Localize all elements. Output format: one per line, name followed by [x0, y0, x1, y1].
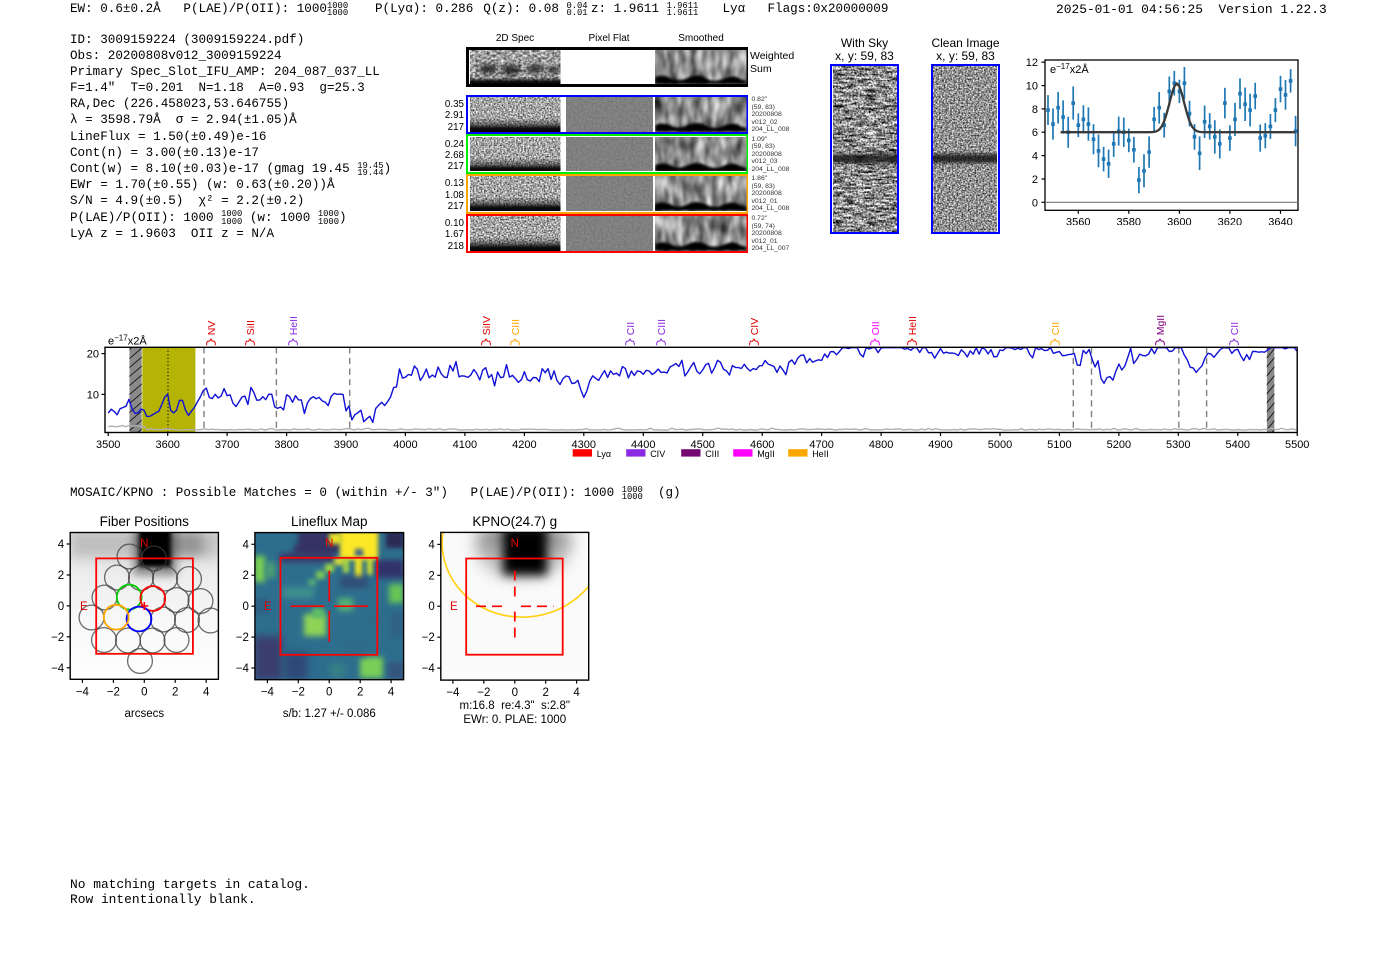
svg-text:−2: −2: [422, 632, 435, 644]
svg-text:CIII: CIII: [705, 449, 719, 459]
svg-text:−2: −2: [236, 632, 249, 644]
svg-text:KPNO(24.7) g: KPNO(24.7) g: [472, 514, 557, 529]
svg-text:4: 4: [573, 687, 580, 699]
svg-text:N: N: [511, 538, 519, 550]
svg-text:0: 0: [512, 687, 518, 699]
svg-text:N: N: [140, 538, 148, 550]
svg-text:0: 0: [58, 601, 64, 613]
svg-text:4: 4: [242, 539, 249, 551]
svg-text:6: 6: [1032, 127, 1038, 139]
svg-text:Lineflux Map: Lineflux Map: [291, 514, 368, 529]
svg-text:2: 2: [428, 570, 434, 582]
svg-text:2: 2: [242, 570, 248, 582]
svg-text:CII: CII: [1050, 322, 1062, 335]
svg-text:5400: 5400: [1226, 439, 1250, 451]
svg-text:5100: 5100: [1047, 439, 1071, 451]
svg-text:NV: NV: [206, 321, 218, 336]
svg-text:−4: −4: [261, 687, 275, 699]
svg-text:2: 2: [58, 570, 64, 582]
svg-text:E: E: [264, 601, 272, 613]
svg-text:3800: 3800: [274, 439, 298, 451]
svg-text:3700: 3700: [215, 439, 239, 451]
svg-text:CII: CII: [625, 322, 637, 335]
svg-text:10: 10: [1026, 81, 1038, 93]
svg-text:s/b: 1.27 +/- 0.086: s/b: 1.27 +/- 0.086: [283, 708, 376, 720]
svg-text:4400: 4400: [631, 439, 655, 451]
svg-text:4800: 4800: [869, 439, 893, 451]
svg-text:−4: −4: [51, 663, 65, 675]
svg-text:4: 4: [203, 686, 210, 698]
svg-text:3600: 3600: [1167, 216, 1191, 225]
svg-text:4000: 4000: [393, 439, 417, 451]
svg-text:e−17x2Å: e−17x2Å: [1050, 62, 1089, 76]
svg-text:OII: OII: [870, 321, 882, 335]
svg-text:0: 0: [141, 686, 147, 698]
svg-text:3560: 3560: [1066, 216, 1090, 225]
svg-text:m:16.8 re:4.3" s:2.8": m:16.8 re:4.3" s:2.8": [460, 700, 570, 712]
svg-text:0: 0: [242, 601, 248, 613]
svg-text:arcsecs: arcsecs: [124, 708, 164, 720]
svg-text:4100: 4100: [453, 439, 477, 451]
svg-text:5500: 5500: [1285, 439, 1309, 451]
svg-text:MgII: MgII: [757, 449, 775, 459]
svg-text:4: 4: [388, 687, 395, 699]
svg-text:EWr: 0. PLAE: 1000: EWr: 0. PLAE: 1000: [463, 714, 566, 726]
svg-text:N: N: [325, 538, 333, 550]
svg-text:HeII: HeII: [907, 316, 919, 335]
svg-text:E: E: [80, 601, 88, 613]
svg-text:SiII: SiII: [245, 320, 257, 335]
svg-text:3640: 3640: [1268, 216, 1292, 225]
svg-text:5000: 5000: [988, 439, 1012, 451]
svg-text:4: 4: [428, 539, 435, 551]
svg-text:e−17x2Å: e−17x2Å: [108, 333, 147, 347]
svg-text:SiIV: SiIV: [481, 316, 493, 335]
svg-text:4900: 4900: [928, 439, 952, 451]
svg-text:4600: 4600: [750, 439, 774, 451]
svg-text:3620: 3620: [1218, 216, 1242, 225]
svg-text:HeII: HeII: [288, 316, 300, 335]
svg-text:4300: 4300: [572, 439, 596, 451]
svg-text:0: 0: [428, 601, 434, 613]
svg-text:3900: 3900: [334, 439, 358, 451]
svg-text:0: 0: [1032, 197, 1038, 209]
svg-text:−4: −4: [422, 663, 436, 675]
svg-text:CII: CII: [1229, 322, 1241, 335]
svg-text:−4: −4: [446, 687, 460, 699]
svg-text:2: 2: [357, 687, 363, 699]
svg-text:−4: −4: [236, 663, 250, 675]
svg-text:CIV: CIV: [749, 318, 761, 336]
svg-text:10: 10: [87, 389, 99, 401]
svg-text:HeII: HeII: [812, 449, 829, 459]
svg-text:2: 2: [1032, 174, 1038, 186]
svg-text:E: E: [450, 601, 458, 613]
svg-text:−2: −2: [107, 686, 120, 698]
svg-text:3600: 3600: [155, 439, 179, 451]
svg-text:MgII: MgII: [1155, 315, 1167, 335]
svg-text:−2: −2: [51, 632, 64, 644]
svg-text:CIII: CIII: [510, 319, 522, 335]
svg-text:0: 0: [326, 687, 332, 699]
svg-text:−2: −2: [477, 687, 490, 699]
svg-text:4: 4: [1032, 151, 1038, 163]
svg-text:5300: 5300: [1166, 439, 1190, 451]
svg-text:CIII: CIII: [656, 319, 668, 335]
svg-text:12: 12: [1026, 57, 1038, 69]
svg-text:2: 2: [172, 686, 178, 698]
svg-text:3580: 3580: [1117, 216, 1141, 225]
svg-text:−4: −4: [76, 686, 90, 698]
svg-text:3500: 3500: [96, 439, 120, 451]
svg-text:5200: 5200: [1107, 439, 1131, 451]
svg-text:2: 2: [542, 687, 548, 699]
svg-text:4700: 4700: [809, 439, 833, 451]
svg-text:Lyα: Lyα: [597, 449, 611, 459]
svg-text:Fiber Positions: Fiber Positions: [100, 514, 190, 529]
svg-text:−2: −2: [292, 687, 305, 699]
svg-text:CIV: CIV: [650, 449, 665, 459]
svg-text:20: 20: [87, 349, 99, 361]
svg-text:8: 8: [1032, 104, 1038, 116]
svg-text:4200: 4200: [512, 439, 536, 451]
svg-text:4: 4: [58, 539, 65, 551]
svg-text:4500: 4500: [690, 439, 714, 451]
